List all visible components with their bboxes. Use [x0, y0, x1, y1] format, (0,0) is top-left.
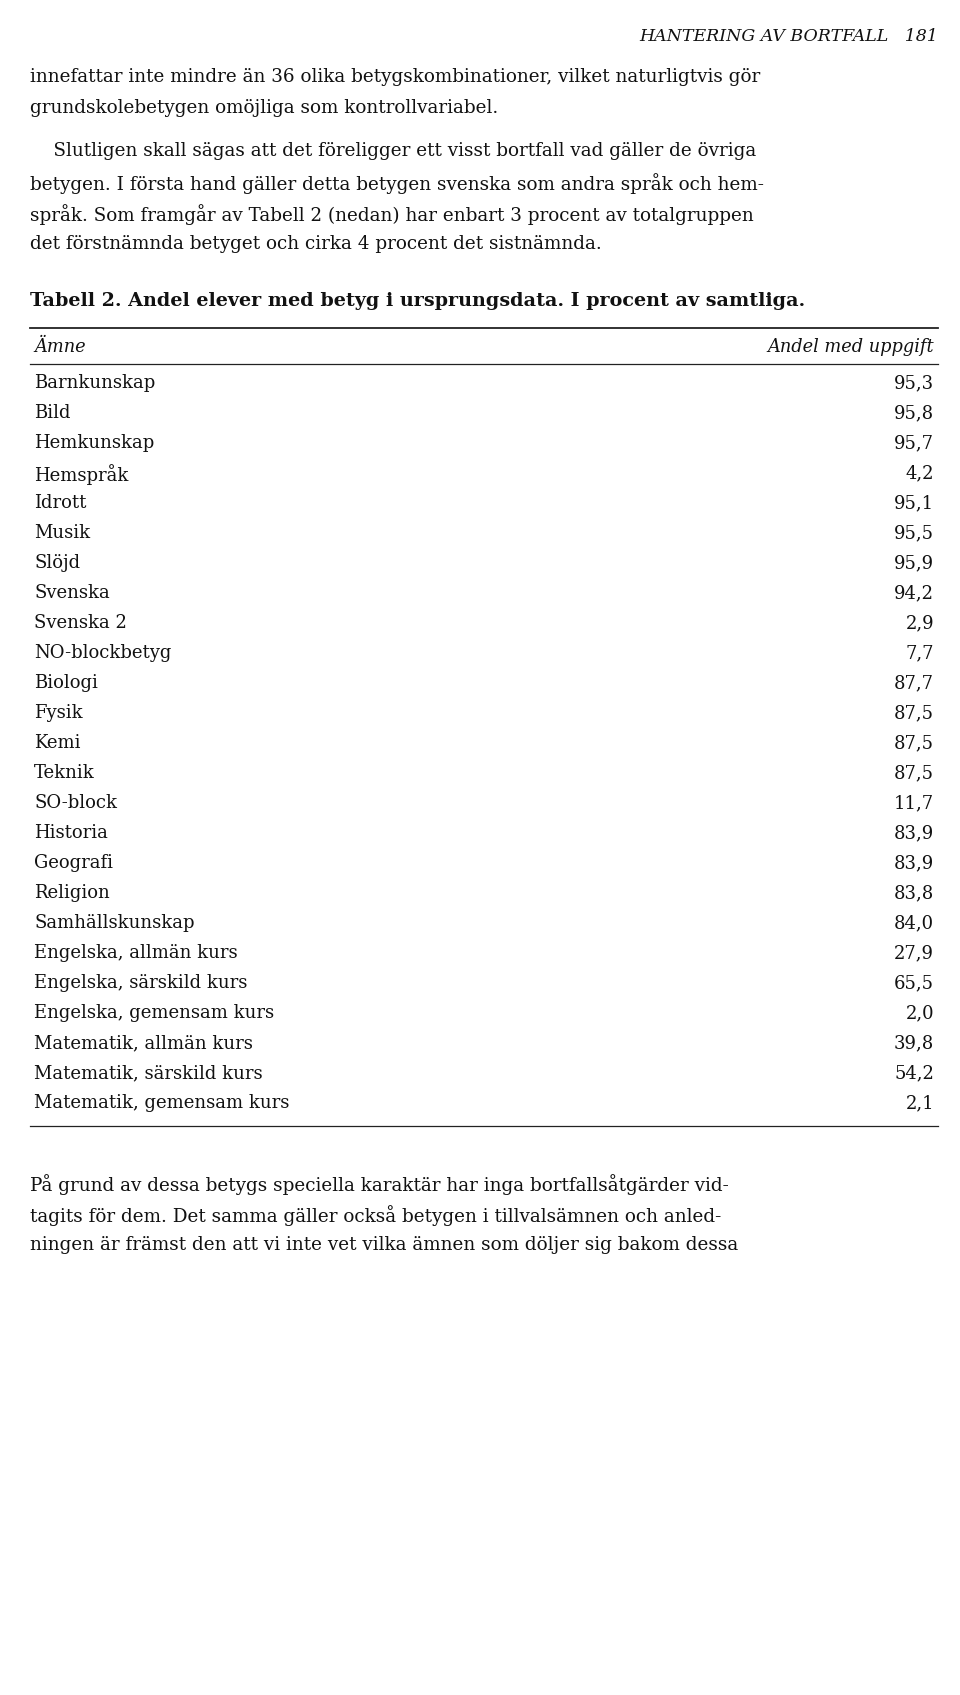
Text: 87,5: 87,5 — [894, 764, 934, 781]
Text: Teknik: Teknik — [34, 764, 95, 781]
Text: 2,9: 2,9 — [905, 614, 934, 632]
Text: 7,7: 7,7 — [905, 644, 934, 663]
Text: betygen. I första hand gäller detta betygen svenska som andra språk och hem-: betygen. I första hand gäller detta bety… — [30, 173, 764, 193]
Text: 27,9: 27,9 — [894, 944, 934, 963]
Text: Slutligen skall sägas att det föreligger ett visst bortfall vad gäller de övriga: Slutligen skall sägas att det föreligger… — [30, 142, 756, 159]
Text: Biologi: Biologi — [34, 675, 98, 692]
Text: 95,1: 95,1 — [894, 493, 934, 512]
Text: Slöjd: Slöjd — [34, 554, 80, 571]
Text: 11,7: 11,7 — [894, 793, 934, 812]
Text: 95,8: 95,8 — [894, 403, 934, 422]
Text: 39,8: 39,8 — [894, 1034, 934, 1053]
Text: 87,5: 87,5 — [894, 734, 934, 753]
Text: 65,5: 65,5 — [894, 975, 934, 992]
Text: Engelska, allmän kurs: Engelska, allmän kurs — [34, 944, 238, 963]
Text: Bild: Bild — [34, 403, 70, 422]
Text: 2,0: 2,0 — [905, 1003, 934, 1022]
Text: 83,9: 83,9 — [894, 824, 934, 842]
Text: 83,8: 83,8 — [894, 885, 934, 902]
Text: Barnkunskap: Barnkunskap — [34, 375, 156, 392]
Text: Religion: Religion — [34, 885, 109, 902]
Text: 94,2: 94,2 — [894, 585, 934, 602]
Text: det förstnämnda betyget och cirka 4 procent det sistnämnda.: det förstnämnda betyget och cirka 4 proc… — [30, 236, 602, 253]
Text: NO-blockbetyg: NO-blockbetyg — [34, 644, 172, 663]
Text: 95,7: 95,7 — [894, 434, 934, 453]
Text: Hemspråk: Hemspråk — [34, 464, 129, 485]
Text: 87,5: 87,5 — [894, 703, 934, 722]
Text: 84,0: 84,0 — [894, 914, 934, 932]
Text: 2,1: 2,1 — [905, 1093, 934, 1112]
Text: Matematik, särskild kurs: Matematik, särskild kurs — [34, 1064, 263, 1081]
Text: Engelska, särskild kurs: Engelska, särskild kurs — [34, 975, 248, 992]
Text: Svenska: Svenska — [34, 585, 109, 602]
Text: Matematik, allmän kurs: Matematik, allmän kurs — [34, 1034, 252, 1053]
Text: 4,2: 4,2 — [905, 464, 934, 481]
Text: På grund av dessa betygs speciella karaktär har inga bortfallsåtgärder vid-: På grund av dessa betygs speciella karak… — [30, 1175, 729, 1195]
Text: Engelska, gemensam kurs: Engelska, gemensam kurs — [34, 1003, 275, 1022]
Text: 87,7: 87,7 — [894, 675, 934, 692]
Text: Historia: Historia — [34, 824, 108, 842]
Text: 83,9: 83,9 — [894, 854, 934, 871]
Text: Ämne: Ämne — [34, 337, 85, 356]
Text: 54,2: 54,2 — [894, 1064, 934, 1081]
Text: Tabell 2. Andel elever med betyg i ursprungsdata. I procent av samtliga.: Tabell 2. Andel elever med betyg i urspr… — [30, 292, 805, 310]
Text: 95,5: 95,5 — [894, 524, 934, 542]
Text: innefattar inte mindre än 36 olika betygskombinationer, vilket naturligtvis gör: innefattar inte mindre än 36 olika betyg… — [30, 68, 760, 86]
Text: Musik: Musik — [34, 524, 90, 542]
Text: Matematik, gemensam kurs: Matematik, gemensam kurs — [34, 1093, 289, 1112]
Text: Samhällskunskap: Samhällskunskap — [34, 914, 195, 932]
Text: Geografi: Geografi — [34, 854, 113, 871]
Text: grundskolebetygen omöjliga som kontrollvariabel.: grundskolebetygen omöjliga som kontrollv… — [30, 98, 498, 117]
Text: språk. Som framgår av Tabell 2 (nedan) har enbart 3 procent av totalgruppen: språk. Som framgår av Tabell 2 (nedan) h… — [30, 203, 754, 225]
Text: Kemi: Kemi — [34, 734, 81, 753]
Text: tagits för dem. Det samma gäller också betygen i tillvalsämnen och anled-: tagits för dem. Det samma gäller också b… — [30, 1205, 721, 1225]
Text: Hemkunskap: Hemkunskap — [34, 434, 155, 453]
Text: ningen är främst den att vi inte vet vilka ämnen som döljer sig bakom dessa: ningen är främst den att vi inte vet vil… — [30, 1236, 738, 1254]
Text: Svenska 2: Svenska 2 — [34, 614, 127, 632]
Text: SO-block: SO-block — [34, 793, 117, 812]
Text: Idrott: Idrott — [34, 493, 86, 512]
Text: 95,3: 95,3 — [894, 375, 934, 392]
Text: Andel med uppgift: Andel med uppgift — [767, 337, 934, 356]
Text: 95,9: 95,9 — [894, 554, 934, 571]
Text: Fysik: Fysik — [34, 703, 83, 722]
Text: HANTERING AV BORTFALL   181: HANTERING AV BORTFALL 181 — [639, 29, 938, 46]
